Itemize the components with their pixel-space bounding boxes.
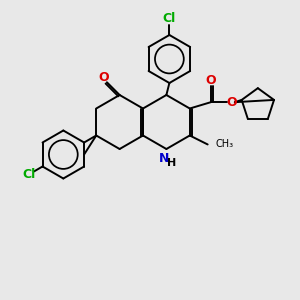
Text: O: O <box>226 96 237 109</box>
Text: Cl: Cl <box>22 168 35 181</box>
Text: CH₃: CH₃ <box>216 140 234 149</box>
Text: O: O <box>99 71 109 84</box>
Text: H: H <box>167 158 176 168</box>
Text: N: N <box>159 152 170 166</box>
Text: Cl: Cl <box>163 13 176 26</box>
Text: O: O <box>206 74 216 87</box>
